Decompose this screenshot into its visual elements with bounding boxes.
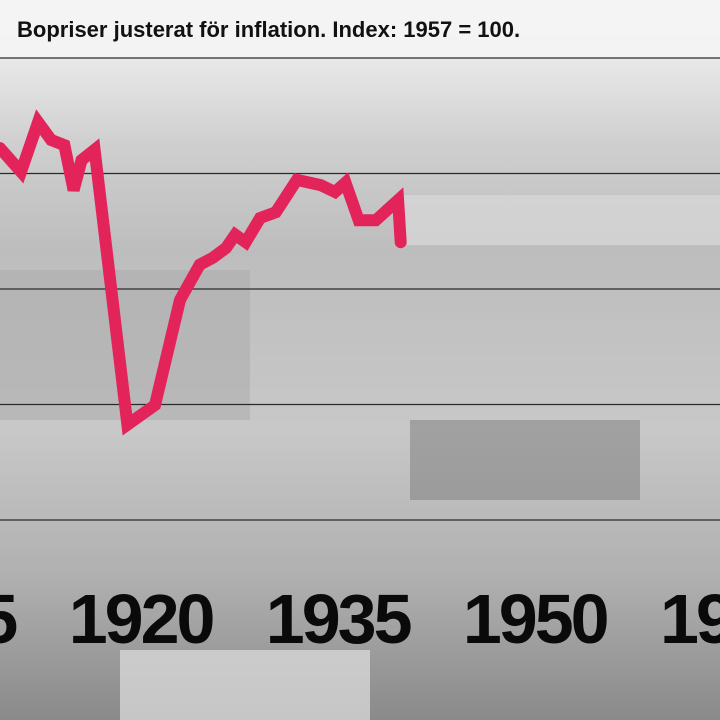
title-strip [0, 0, 720, 58]
x-tick-label: 1935 [266, 580, 411, 658]
x-tick-label: 1905 [0, 580, 16, 658]
x-tick-label: 1965 [660, 580, 720, 658]
bus [120, 650, 370, 720]
chart-title: Bopriser justerat för inflation. Index: … [17, 17, 520, 42]
building [410, 420, 640, 500]
plot-area: 1905 1920 1935 1950 1965 [0, 57, 720, 658]
data-line [0, 109, 407, 436]
x-tick-label: 1950 [463, 580, 608, 658]
x-tick-label: 1920 [69, 580, 214, 658]
water [400, 195, 720, 245]
